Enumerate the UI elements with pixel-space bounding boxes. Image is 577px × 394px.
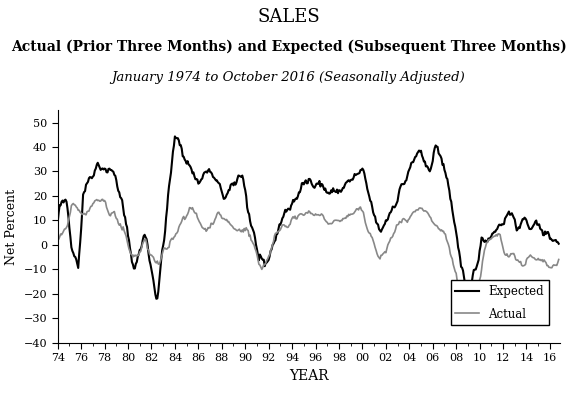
Actual [54,238,61,243]
Expected [153,296,160,301]
Expected [171,134,178,139]
Expected [373,220,380,225]
Text: SALES: SALES [257,8,320,26]
Actual [235,228,242,232]
Text: Actual (Prior Three Months) and Expected (Subsequent Three Months): Actual (Prior Three Months) and Expected… [10,39,567,54]
Expected [110,169,117,174]
Actual [555,257,562,262]
Line: Expected: Expected [58,136,559,299]
Actual [133,253,140,258]
Actual [99,197,106,202]
X-axis label: YEAR: YEAR [289,369,328,383]
Actual [469,320,475,324]
Actual [111,209,118,214]
Line: Actual: Actual [58,199,559,322]
Text: January 1974 to October 2016 (Seasonally Adjusted): January 1974 to October 2016 (Seasonally… [111,71,466,84]
Actual [372,245,379,250]
Actual [383,250,389,255]
Expected [132,262,139,266]
Expected [236,173,243,178]
Expected [54,220,61,225]
Expected [383,218,390,223]
Expected [555,242,562,246]
Y-axis label: Net Percent: Net Percent [5,188,18,265]
Actual [160,248,167,253]
Expected [160,243,167,248]
Legend: Expected, Actual: Expected, Actual [451,281,549,325]
